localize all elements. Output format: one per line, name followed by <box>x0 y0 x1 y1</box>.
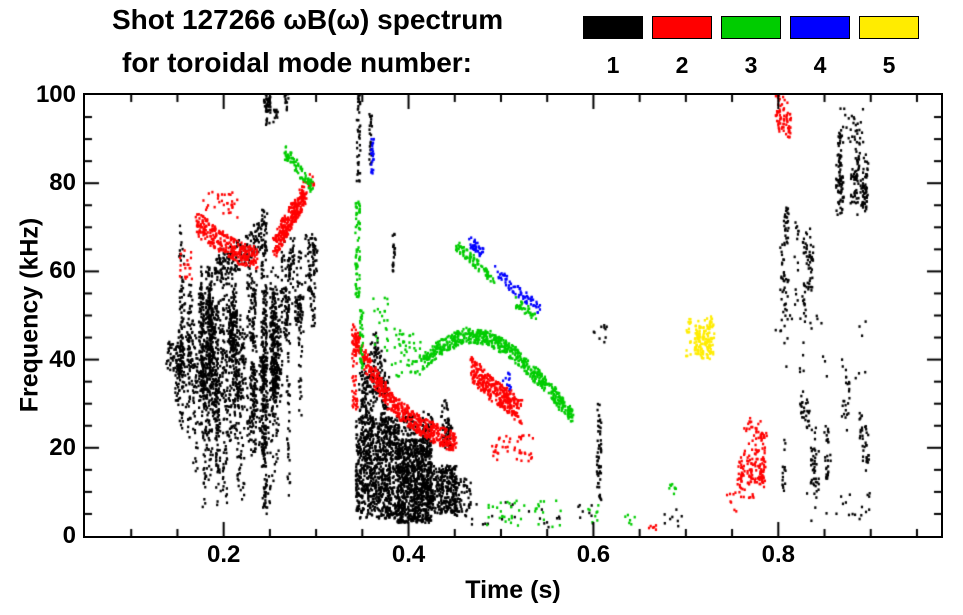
chart-subtitle: for toroidal mode number: <box>122 47 472 78</box>
legend-swatches <box>583 16 919 39</box>
legend-label-mode-2: 2 <box>675 52 689 78</box>
legend-label-mode-4: 4 <box>813 52 827 78</box>
y-tick-label-60: 60 <box>49 257 76 285</box>
x-tick-label-0.4: 0.4 <box>391 541 426 568</box>
legend-swatch-mode-4 <box>790 16 850 39</box>
legend-label-mode-1: 1 <box>606 52 620 78</box>
legend-label-mode-5: 5 <box>882 52 896 78</box>
chart-title: Shot 127266 ωB(ω) spectrum <box>112 4 504 35</box>
spectrogram-canvas <box>85 95 941 536</box>
legend-swatch-mode-5 <box>859 16 919 39</box>
plot-area <box>83 93 943 538</box>
y-axis-title: Frequency (kHz) <box>15 217 44 413</box>
legend-swatch-mode-1 <box>583 16 643 39</box>
x-tick-label-0.8: 0.8 <box>761 541 795 568</box>
y-tick-label-0: 0 <box>62 522 76 549</box>
legend-swatch-mode-3 <box>721 16 781 39</box>
legend-label-mode-3: 3 <box>744 52 758 78</box>
y-tick-label-100: 100 <box>35 81 76 108</box>
x-tick-label-0.2: 0.2 <box>206 541 241 568</box>
x-tick-label-0.6: 0.6 <box>576 541 611 568</box>
x-axis-title: Time (s) <box>465 576 561 604</box>
legend-swatch-mode-2 <box>652 16 712 39</box>
y-tick-label-80: 80 <box>49 169 76 197</box>
legend-numbers: 1 2 3 4 5 <box>583 52 919 79</box>
y-tick-label-40: 40 <box>49 345 76 373</box>
y-tick-label-20: 20 <box>49 433 76 461</box>
